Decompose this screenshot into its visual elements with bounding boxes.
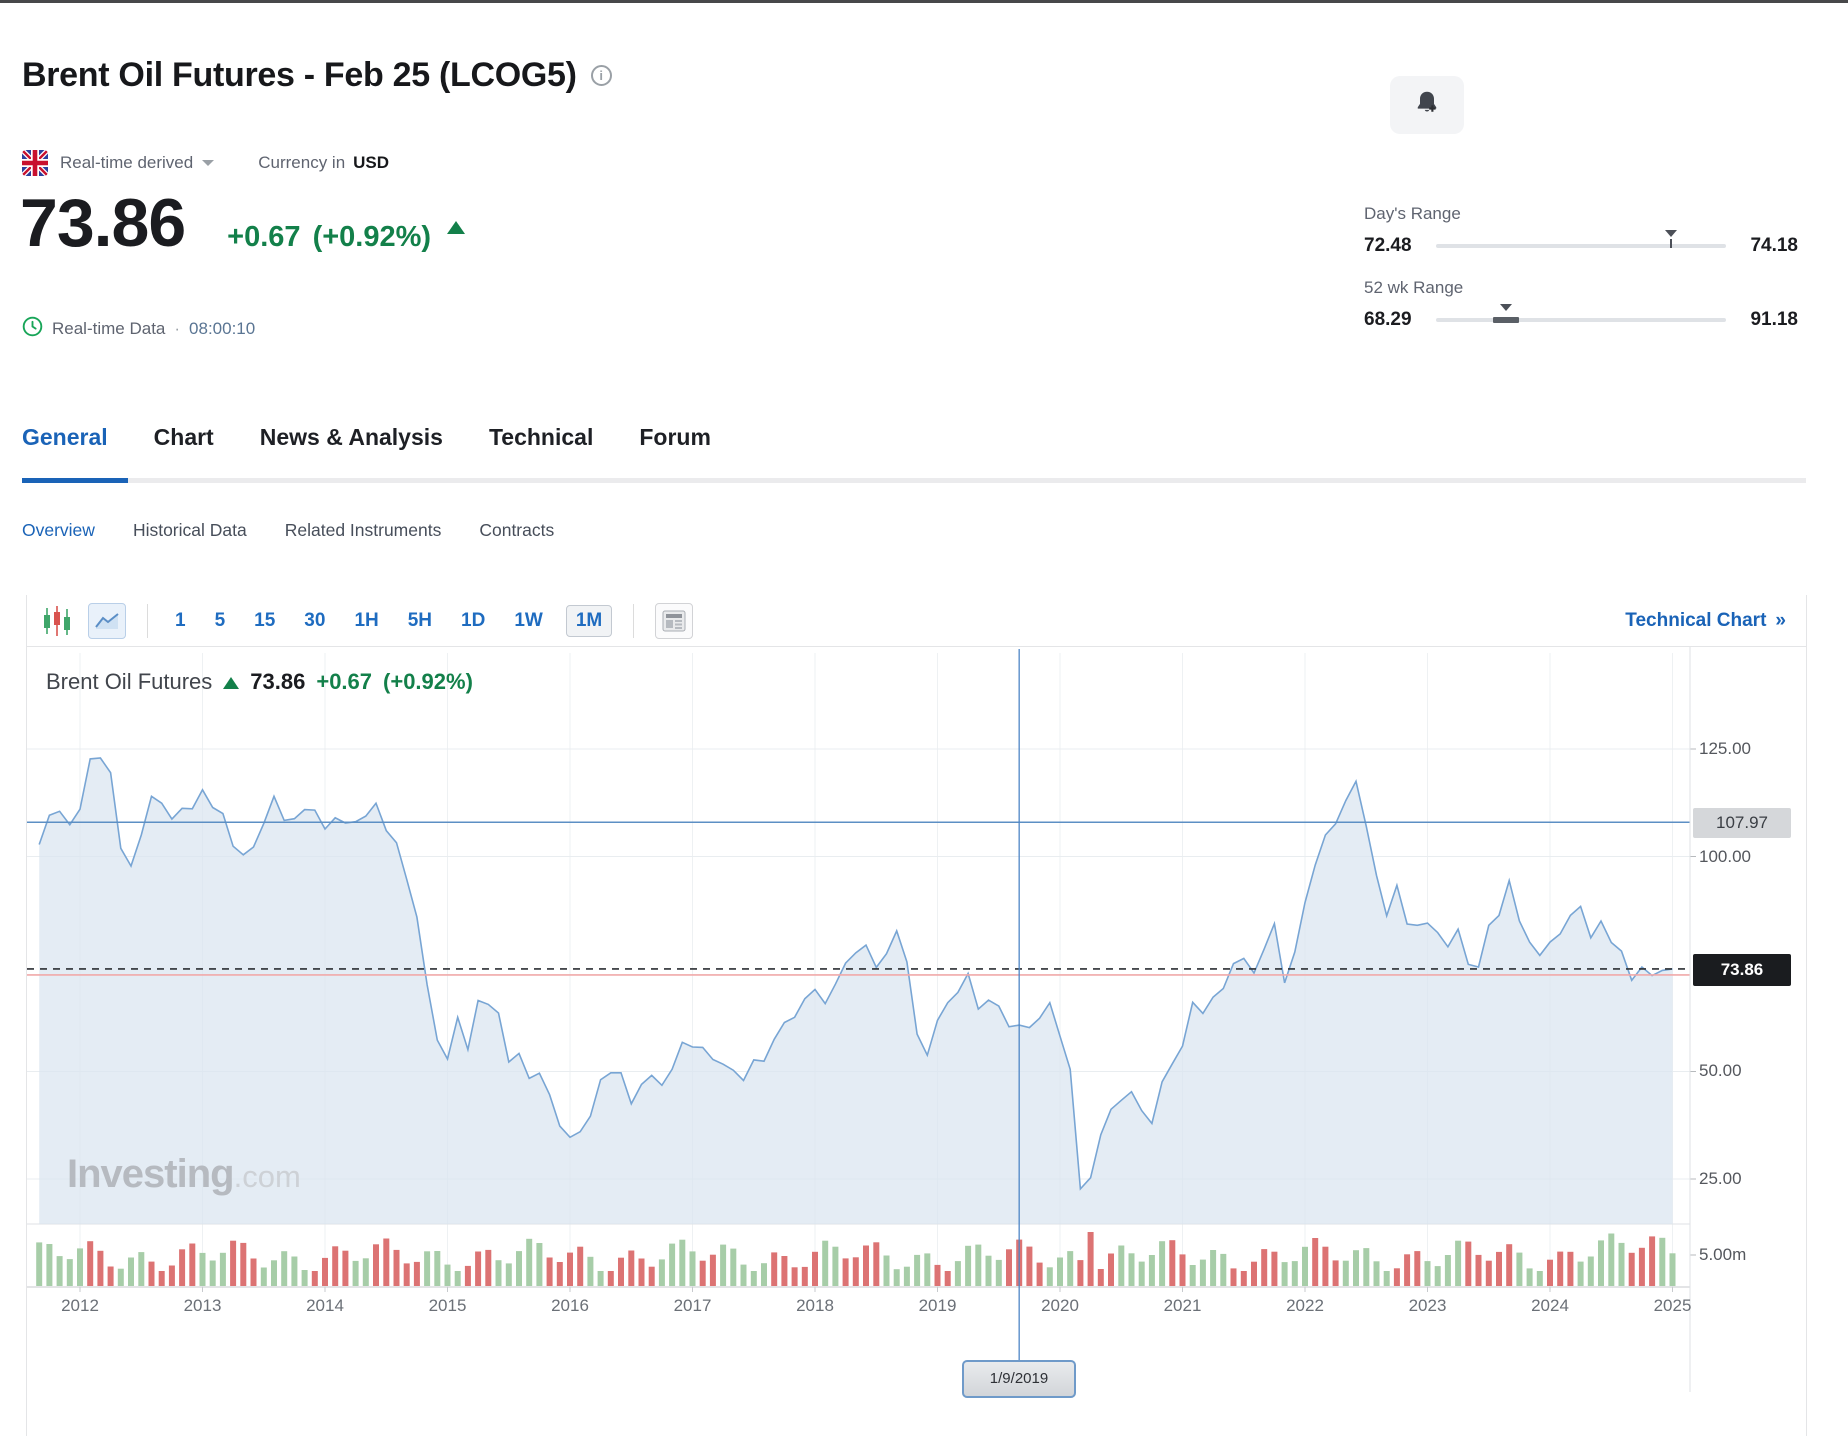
- active-tab-indicator: [22, 478, 128, 483]
- tab-news-analysis[interactable]: News & Analysis: [259, 424, 443, 450]
- x-axis-tick: 2018: [796, 1296, 834, 1315]
- tab-technical[interactable]: Technical: [488, 424, 594, 450]
- price-change-pct: (+0.92%): [312, 221, 432, 253]
- market-status[interactable]: Real-time derived: [60, 153, 194, 172]
- create-alert-button[interactable]: [1390, 76, 1464, 134]
- days-range-widget: Day's Range 72.48 74.18: [1364, 204, 1798, 257]
- level-line-price-badge: 107.97: [1693, 808, 1791, 838]
- days-range-label: Day's Range: [1364, 204, 1461, 223]
- data-type-label: Real-time Data: [52, 319, 166, 338]
- timeframe-30[interactable]: 30: [304, 609, 326, 631]
- 52wk-range-marker-icon: [1499, 304, 1512, 311]
- clock-icon: [22, 316, 43, 342]
- x-axis-tick: 2014: [306, 1296, 344, 1315]
- subnav-historical-data[interactable]: Historical Data: [132, 520, 247, 540]
- 52wk-range-segment: [1492, 317, 1519, 323]
- volume-axis-tick: 5.00m: [1699, 1245, 1747, 1264]
- days-range-marker-icon: [1664, 230, 1677, 248]
- x-axis-tick: 2017: [673, 1296, 712, 1315]
- days-range-low: 72.48: [1364, 235, 1412, 256]
- watermark-logo: Investing .com: [67, 1152, 301, 1196]
- currency-label: Currency in: [258, 153, 346, 172]
- tab-chart[interactable]: Chart: [153, 424, 214, 450]
- legend-up-arrow-icon: [223, 677, 240, 689]
- subnav-contracts[interactable]: Contracts: [479, 520, 555, 540]
- page-title: Brent Oil Futures - Feb 25 (LCOG5): [22, 56, 577, 94]
- price-chart-svg: [27, 647, 1696, 1392]
- x-axis-tick: 2016: [551, 1296, 589, 1315]
- x-axis-tick: 2022: [1286, 1296, 1324, 1315]
- y-axis-tick: 25.00: [1699, 1169, 1742, 1188]
- separator-dot: ·: [174, 319, 181, 338]
- 52wk-range-high: 91.18: [1750, 309, 1798, 330]
- timeframe-1h[interactable]: 1H: [354, 609, 379, 631]
- timeframe-1d[interactable]: 1D: [461, 609, 486, 631]
- area-chart-icon[interactable]: [88, 602, 126, 639]
- subnav-overview[interactable]: Overview: [22, 520, 95, 540]
- 52wk-range-widget: 52 wk Range 68.29 91.18: [1364, 278, 1798, 331]
- timeframe-5[interactable]: 5: [214, 609, 226, 631]
- legend-change-pct: (+0.92%): [383, 669, 473, 694]
- chart-widget: 1 5 15 30 1H 5H 1D 1W 1M Technical Chart…: [26, 595, 1807, 1436]
- sub-navigation: Overview Historical Data Related Instrum…: [22, 520, 554, 541]
- x-axis-tick: 2012: [61, 1296, 99, 1315]
- x-axis-labels: 2012 2013 2014 2015 2016 2017 2018 2019 …: [27, 1296, 1695, 1320]
- currency-value: USD: [353, 153, 390, 172]
- tab-forum[interactable]: Forum: [639, 424, 711, 450]
- timeframe-1[interactable]: 1: [175, 609, 186, 631]
- 52wk-range-track: [1436, 304, 1726, 323]
- days-range-high: 74.18: [1750, 235, 1798, 256]
- chart-toolbar: 1 5 15 30 1H 5H 1D 1W 1M Technical Chart…: [27, 595, 1806, 647]
- quote-time: 08:00:10: [189, 319, 256, 338]
- x-axis-tick: 2021: [1163, 1296, 1202, 1315]
- timeframe-5h[interactable]: 5H: [407, 609, 433, 631]
- tabs-underline: [22, 478, 1806, 483]
- 52wk-range-label: 52 wk Range: [1364, 278, 1464, 297]
- timeframe-15[interactable]: 15: [254, 609, 276, 631]
- toolbar-divider: [147, 603, 148, 638]
- last-price: 73.86: [20, 185, 186, 261]
- price-chart-canvas[interactable]: Brent Oil Futures 73.86 +0.67 (+0.92%) I…: [27, 647, 1806, 1435]
- y-axis-tick: 125.00: [1699, 739, 1751, 758]
- last-price-badge: 73.86: [1693, 954, 1791, 986]
- x-axis-tick: 2024: [1531, 1296, 1569, 1315]
- chart-legend: Brent Oil Futures 73.86 +0.67 (+0.92%): [46, 669, 473, 695]
- technical-chart-link[interactable]: Technical Chart »: [1625, 609, 1786, 631]
- dropdown-caret-icon[interactable]: [202, 160, 215, 166]
- main-tabs: General Chart News & Analysis Technical …: [22, 424, 711, 451]
- price-up-icon: [447, 220, 466, 234]
- x-axis-tick: 2025: [1653, 1296, 1692, 1315]
- price-change: +0.67: [227, 221, 301, 253]
- candlestick-icon[interactable]: [43, 605, 71, 637]
- x-axis-tick: 2023: [1408, 1296, 1447, 1315]
- timeframe-1m[interactable]: 1M: [565, 604, 613, 637]
- y-axis-tick: 50.00: [1699, 1061, 1742, 1080]
- x-axis-tick: 2020: [1041, 1296, 1079, 1315]
- 52wk-range-low: 68.29: [1364, 309, 1412, 330]
- info-icon[interactable]: [590, 65, 612, 86]
- y-axis-tick: 100.00: [1699, 847, 1751, 866]
- legend-price: 73.86: [250, 669, 306, 694]
- chevron-right-icon: »: [1775, 609, 1786, 631]
- legend-change: +0.67: [316, 669, 373, 694]
- x-axis-tick: 2013: [183, 1296, 222, 1315]
- bell-add-icon: [1412, 88, 1442, 123]
- x-axis-tick: 2019: [918, 1296, 957, 1315]
- x-axis-tick: 2015: [428, 1296, 467, 1315]
- window-top-edge: [0, 0, 1848, 3]
- timeframe-1w[interactable]: 1W: [514, 609, 543, 631]
- news-layout-icon[interactable]: [655, 602, 694, 639]
- toolbar-divider: [633, 603, 635, 638]
- crosshair-date-tooltip: 1/9/2019: [962, 1360, 1076, 1398]
- subnav-related-instruments[interactable]: Related Instruments: [284, 520, 442, 540]
- days-range-track: [1436, 230, 1726, 248]
- legend-instrument-name: Brent Oil Futures: [46, 669, 213, 694]
- uk-flag-icon: [22, 150, 48, 176]
- tab-general[interactable]: General: [22, 424, 108, 450]
